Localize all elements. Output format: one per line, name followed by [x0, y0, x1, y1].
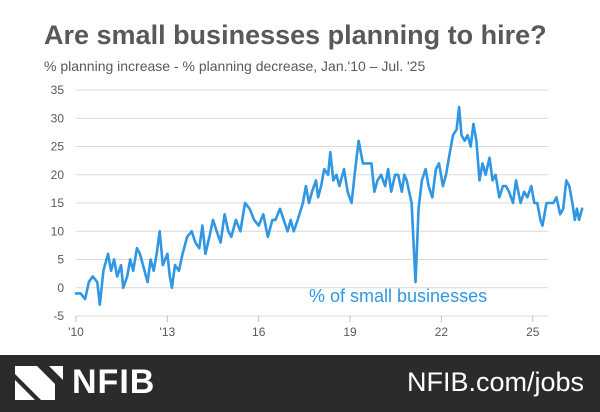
y-tick-label: 30: [51, 111, 65, 125]
series-line: [74, 105, 584, 307]
x-tick-label: 16: [252, 325, 266, 339]
x-axis-ticks: '10 '13 16 19 22 25: [68, 316, 540, 339]
series-annotation-label: % of small businesses: [309, 286, 487, 306]
chart-subtitle: % planning increase - % planning decreas…: [44, 58, 426, 74]
y-tick-label: 35: [51, 83, 65, 97]
footer-url[interactable]: NFIB.com/jobs: [406, 367, 584, 397]
y-tick-label: -5: [53, 309, 64, 323]
y-axis-ticks: 35 30 25 20 15 10 5 0 -5: [51, 83, 65, 323]
nfib-logo-icon: [15, 366, 63, 400]
y-tick-label: 10: [51, 224, 65, 238]
x-tick-label: 25: [526, 325, 540, 339]
series-layer: [74, 105, 584, 307]
x-tick-label: '13: [160, 325, 176, 339]
chart-title: Are small businesses planning to hire?: [44, 20, 547, 50]
y-tick-label: 5: [57, 253, 64, 267]
x-tick-label: 19: [343, 325, 357, 339]
y-tick-label: 0: [57, 281, 64, 295]
x-tick-label: '10: [68, 325, 84, 339]
y-tick-label: 20: [51, 168, 65, 182]
x-tick-label: 22: [435, 325, 449, 339]
footer-bar: NFIB NFIB.com/jobs: [0, 355, 600, 412]
y-tick-label: 15: [51, 196, 65, 210]
gridlines: [76, 89, 548, 317]
y-tick-label: 25: [51, 140, 65, 154]
line-chart: 35 30 25 20 15 10 5 0 -5 '10 '13 16 19 22 25 % of sma…: [51, 83, 584, 339]
brand-wordmark: NFIB: [72, 363, 156, 401]
